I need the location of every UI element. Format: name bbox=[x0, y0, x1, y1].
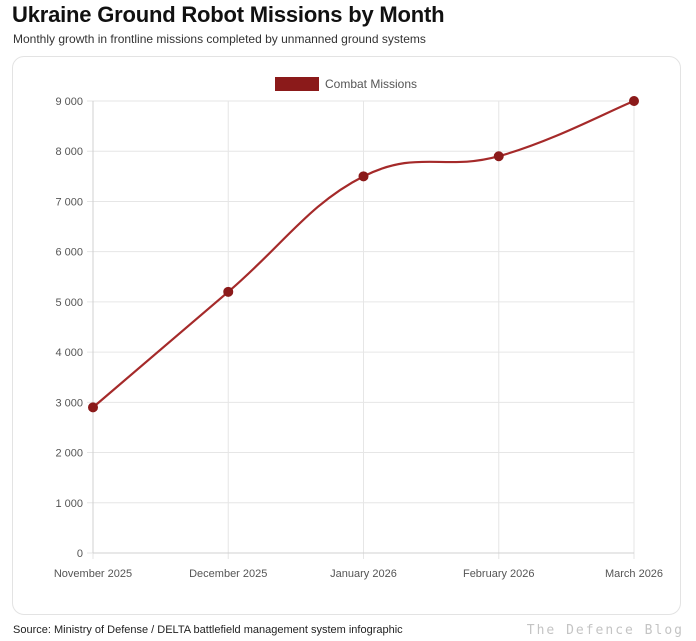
y-tick-label: 5 000 bbox=[55, 297, 83, 309]
y-tick-label: 8 000 bbox=[55, 146, 83, 158]
y-tick-label: 3 000 bbox=[55, 397, 83, 409]
y-tick-label: 9 000 bbox=[55, 96, 83, 108]
legend-swatch bbox=[275, 77, 319, 91]
x-tick-label: March 2026 bbox=[605, 568, 663, 580]
y-tick-label: 2 000 bbox=[55, 448, 83, 460]
data-point bbox=[493, 151, 504, 162]
data-point bbox=[223, 286, 234, 297]
chart-card: 0 1 000 2 000 3 000 4 000 5 000 6 000 7 000 8 00… bbox=[12, 56, 681, 615]
y-tick-label: 6 000 bbox=[55, 247, 83, 259]
x-tick-label: February 2026 bbox=[463, 568, 535, 580]
data-point bbox=[358, 171, 369, 182]
chart-subtitle: Monthly growth in frontline missions com… bbox=[13, 32, 426, 46]
watermark: The Defence Blog bbox=[526, 623, 684, 638]
source-note: Source: Ministry of Defense / DELTA batt… bbox=[13, 624, 403, 636]
chart-title: Ukraine Ground Robot Missions by Month bbox=[12, 2, 445, 27]
y-tick-label: 7 000 bbox=[55, 196, 83, 208]
x-tick-label: November 2025 bbox=[54, 568, 132, 580]
x-tick-label: January 2026 bbox=[330, 568, 397, 580]
line-chart: 0 1 000 2 000 3 000 4 000 5 000 6 000 7 000 8 00… bbox=[54, 77, 663, 580]
data-point bbox=[88, 402, 98, 413]
y-tick-label: 4 000 bbox=[55, 347, 83, 359]
legend-label: Combat Missions bbox=[325, 77, 417, 91]
x-tick-label: December 2025 bbox=[189, 568, 267, 580]
y-tick-label: 0 bbox=[77, 548, 83, 560]
y-tick-label: 1 000 bbox=[55, 498, 83, 510]
data-point bbox=[629, 96, 639, 106]
